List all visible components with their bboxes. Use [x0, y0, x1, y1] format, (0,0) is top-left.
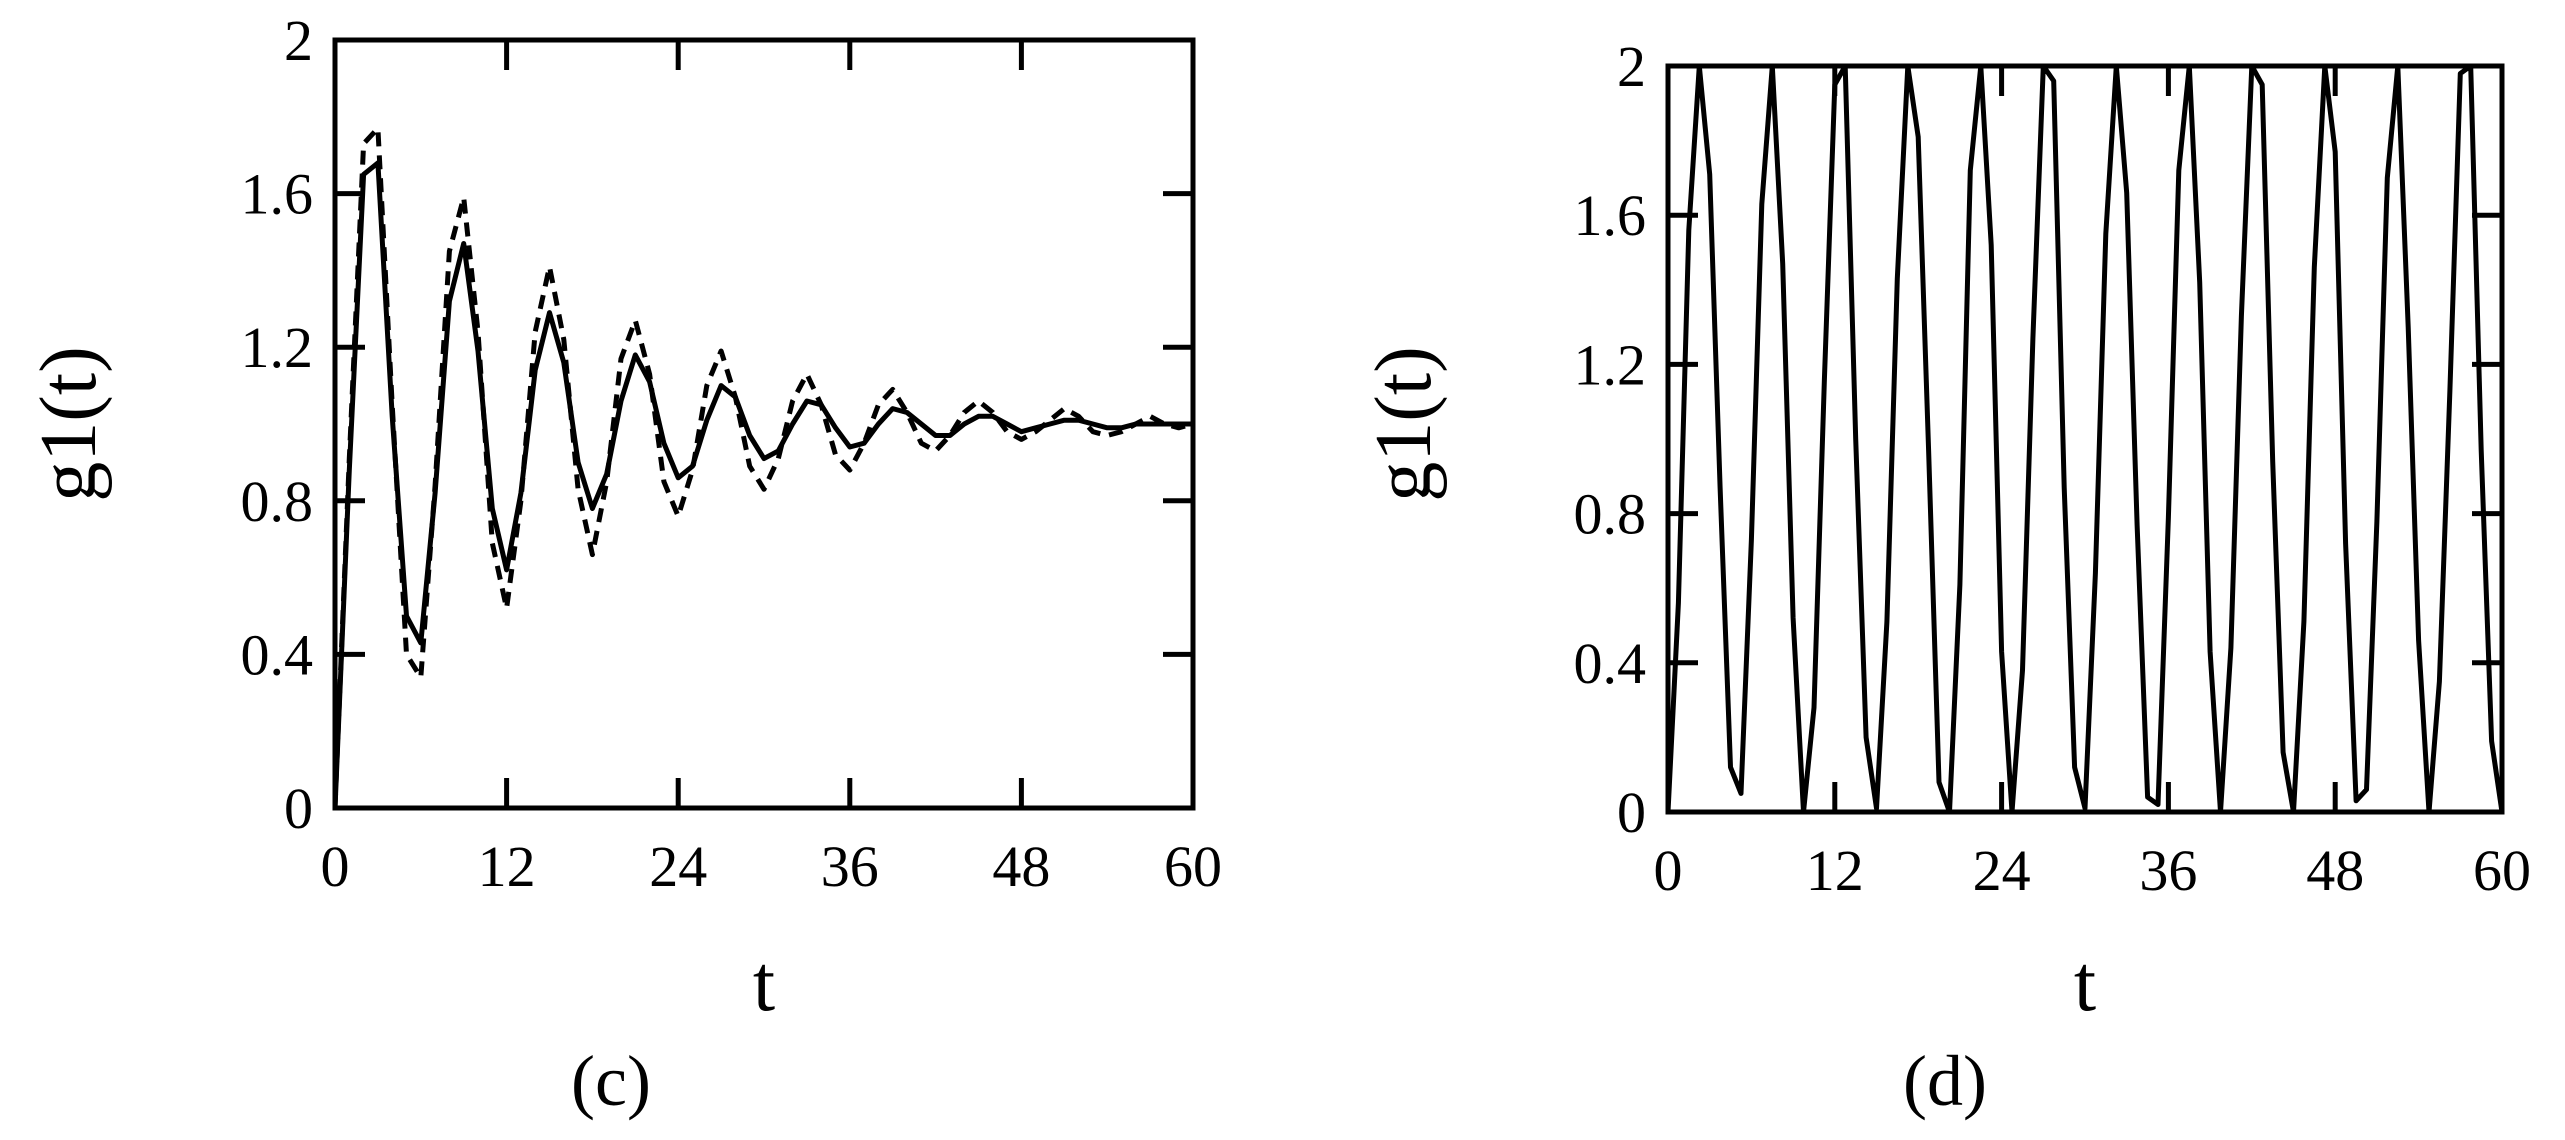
chart-c-x-tick-label: 60	[1164, 834, 1222, 899]
chart-c-y-tick-label: 1.6	[241, 162, 314, 227]
chart-d-x-tick-label: 0	[1654, 838, 1683, 903]
chart-d-y-tick-label: 0	[1617, 780, 1646, 845]
panel-c: (c) 0 12 24 36 48 60 0 0.4 0.8 1.2 1.6 2 t g1(t)	[25, 8, 1222, 1121]
chart-c-y-tick-label: 2	[284, 8, 313, 73]
chart-c-y-tick-label: 0.8	[241, 469, 314, 534]
chart-d-x-tick-label: 12	[1806, 838, 1864, 903]
chart-c-y-tick-label: 0.4	[241, 622, 314, 687]
chart-c-y-axis-title: g1(t)	[25, 346, 113, 502]
chart-c-x-tick-label: 36	[821, 834, 879, 899]
chart-d-x-tick-label: 24	[1973, 838, 2031, 903]
panel-label-c: (c)	[571, 1041, 651, 1121]
chart-c-x-tick-label: 48	[992, 834, 1050, 899]
chart-d-series-solid-line	[1668, 66, 2502, 812]
chart-c-y-tick-label: 1.2	[241, 315, 314, 380]
chart-c-x-tick-label: 12	[478, 834, 536, 899]
chart-c-series-dashed-line	[335, 125, 1193, 808]
chart-d-y-tick-label: 1.6	[1574, 183, 1647, 248]
panel-d: (d) 0 12 24 36 48 60 0 0.4 0.8 1.2 1.6 2 t g1(t)	[1360, 34, 2531, 1121]
chart-d-x-axis-title: t	[2074, 940, 2096, 1028]
chart-c-series-solid-line	[335, 160, 1193, 808]
panel-label-d: (d)	[1903, 1041, 1987, 1121]
chart-c-y-tick-label: 0	[284, 776, 313, 841]
chart-d-x-tick-label: 36	[2139, 838, 2197, 903]
chart-d-x-tick-label: 48	[2306, 838, 2364, 903]
chart-d-y-tick-label: 0.8	[1574, 482, 1647, 547]
chart-d-y-tick-label: 1.2	[1574, 332, 1647, 397]
chart-c-x-axis-title: t	[753, 940, 775, 1028]
chart-c-x-tick-label: 24	[649, 834, 707, 899]
chart-d-y-tick-label: 2	[1617, 34, 1646, 99]
chart-d-y-axis-title: g1(t)	[1360, 346, 1448, 502]
chart-d-x-tick-label: 60	[2473, 838, 2531, 903]
chart-c-x-tick-label: 0	[321, 834, 350, 899]
chart-c-plot-frame	[332, 37, 1196, 811]
chart-d-plot-frame	[1665, 63, 2505, 815]
chart-d-y-tick-label: 0.4	[1574, 631, 1647, 696]
